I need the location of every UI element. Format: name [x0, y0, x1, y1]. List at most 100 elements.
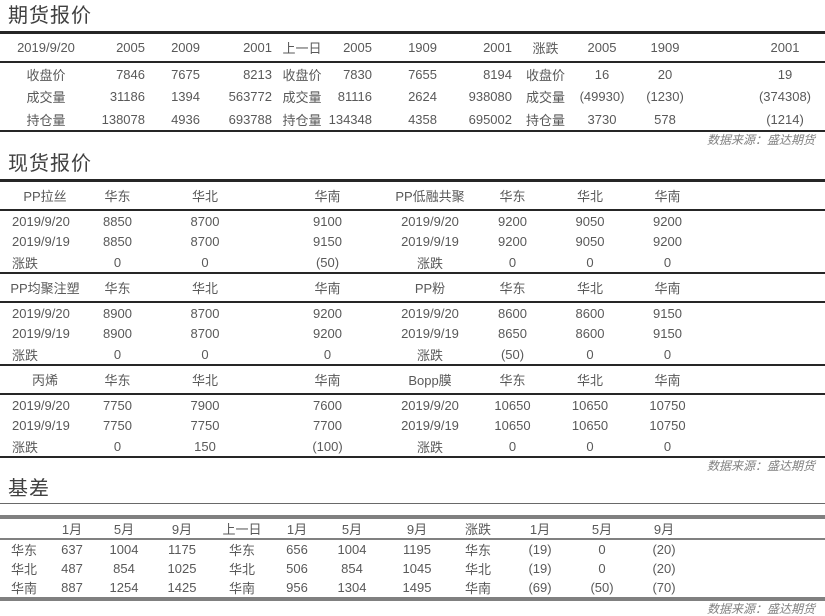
- cell: 华东: [90, 182, 145, 211]
- cell: Bopp膜: [390, 366, 470, 395]
- cell: 2019/9/19: [12, 418, 70, 433]
- table-row: 2019/9/20 7750 7900 7600 2019/9/20 10650 10650…: [0, 394, 825, 415]
- cell: 10750: [649, 418, 686, 433]
- cell: 涨跌: [416, 255, 443, 271]
- cell: 7846: [116, 66, 145, 82]
- cell: [710, 302, 825, 323]
- cell: 华东: [228, 543, 255, 558]
- basis-gap: [0, 504, 825, 515]
- cell: 华南: [625, 366, 710, 395]
- cell: 8194: [483, 66, 512, 82]
- cell: (50): [590, 580, 614, 595]
- cell: (20): [652, 561, 676, 576]
- cell: 持仓量: [282, 112, 322, 128]
- cell: 2009: [150, 34, 205, 63]
- header-row: 丙烯 华东 华北 华南 Bopp膜 华东 华北 华南: [0, 366, 825, 395]
- cell: 9200: [653, 213, 682, 229]
- cell: [700, 517, 825, 540]
- cell: 887: [61, 580, 83, 595]
- table-row: 涨跌 0 150 (100) 涨跌 0 0 0: [0, 436, 825, 457]
- cell: 8700: [190, 234, 220, 249]
- cell: PP拉丝: [0, 182, 90, 211]
- cell: 华南: [265, 182, 390, 211]
- cell: 华北: [555, 366, 625, 395]
- header-row: 1月 5月 9月 上一日 1月 5月 9月 涨跌 1月 5月 9月: [0, 517, 825, 540]
- cell: 7750: [103, 397, 132, 413]
- cell: 0: [598, 542, 606, 557]
- cell: 7675: [171, 66, 200, 82]
- table-row: 华北 487 854 1025 华北 506 854 1045 华北 (19) 0 (20): [0, 559, 825, 578]
- cell: 2019/9/19: [401, 234, 459, 249]
- cell: (100): [312, 438, 343, 454]
- cell: 华东: [470, 366, 555, 395]
- cell: 1195: [403, 542, 431, 557]
- cell: 19: [777, 66, 793, 82]
- cell: [710, 182, 825, 211]
- cell: 华南: [265, 274, 390, 303]
- cell: 1495: [402, 580, 432, 595]
- cell: 1254: [109, 580, 139, 595]
- header-row: PP均聚注塑 华东 华北 华南 PP粉 华东 华北 华南: [0, 274, 825, 303]
- cell: 31186: [109, 89, 145, 104]
- cell: 0: [201, 254, 209, 270]
- cell: 8600: [575, 326, 605, 341]
- cell: 0: [201, 346, 209, 362]
- cell: [710, 210, 825, 231]
- cell: (374308): [758, 89, 812, 104]
- cell: 涨跌: [416, 347, 443, 363]
- cell: 8213: [243, 66, 272, 82]
- table-row: 收盘价 7846 7675 8213 收盘价 7830 7655 8194 收盘价 16 20 19: [0, 62, 825, 85]
- cell: 1394: [171, 89, 200, 104]
- cell: [700, 559, 825, 578]
- cell: 578: [654, 111, 676, 127]
- cell: 华北: [464, 562, 491, 577]
- section-title-futures: 期货报价: [0, 0, 825, 34]
- cell: [710, 274, 825, 303]
- cell: 138078: [101, 111, 145, 127]
- cell: 9200: [313, 326, 342, 341]
- cell: 华南: [228, 581, 255, 596]
- cell: (50): [315, 254, 340, 270]
- cell: 华南: [464, 581, 491, 596]
- cell: 8600: [498, 305, 527, 321]
- cell: 涨跌: [452, 517, 504, 540]
- cell: 华东: [470, 274, 555, 303]
- cell: 9100: [313, 213, 342, 229]
- cell: 1004: [337, 542, 367, 557]
- cell: 华北: [228, 562, 255, 577]
- cell: 9200: [498, 234, 527, 249]
- cell: 8700: [190, 213, 220, 229]
- cell: 2019/9/20: [401, 397, 459, 413]
- cell: 4936: [171, 111, 200, 127]
- section-title-basis: 基差: [0, 475, 825, 504]
- cell: [710, 415, 825, 436]
- cell: 854: [113, 561, 135, 576]
- cell: 7700: [313, 418, 342, 433]
- section-title-spot: 现货报价: [0, 148, 825, 182]
- cell: 1月: [272, 517, 322, 540]
- cell: 持仓量: [26, 112, 66, 128]
- cell: 0: [586, 438, 594, 454]
- cell: 938080: [468, 89, 512, 104]
- cell: 656: [286, 542, 308, 557]
- cell: (49930): [579, 89, 625, 104]
- table-row: 2019/9/20 8850 8700 9100 2019/9/20 9200 9050 92…: [0, 210, 825, 231]
- cell: 2001: [205, 34, 277, 63]
- futures-table: 2019/9/20 2005 2009 2001 上一日 2005 1909 2001 涨跌 20…: [0, 34, 825, 132]
- cell: [710, 231, 825, 252]
- cell: 9月: [152, 517, 212, 540]
- cell: 收盘价: [525, 67, 565, 83]
- table-row: 华东 637 1004 1175 华东 656 1004 1195 华东 (19) 0 (20): [0, 539, 825, 559]
- cell: 9150: [313, 234, 342, 249]
- table-row: 2019/9/19 8900 8700 9200 2019/9/19 8650 8600 91…: [0, 323, 825, 344]
- cell: 上一日: [277, 34, 327, 63]
- cell: 7600: [313, 397, 342, 413]
- cell: 9200: [653, 234, 682, 249]
- cell: 693788: [228, 111, 272, 127]
- cell: 81116: [337, 89, 372, 104]
- cell: 1425: [167, 580, 197, 595]
- cell: 华北: [145, 366, 265, 395]
- cell: (19): [528, 561, 552, 576]
- cell: 华南: [10, 581, 37, 596]
- cell: PP低融共聚: [390, 182, 470, 211]
